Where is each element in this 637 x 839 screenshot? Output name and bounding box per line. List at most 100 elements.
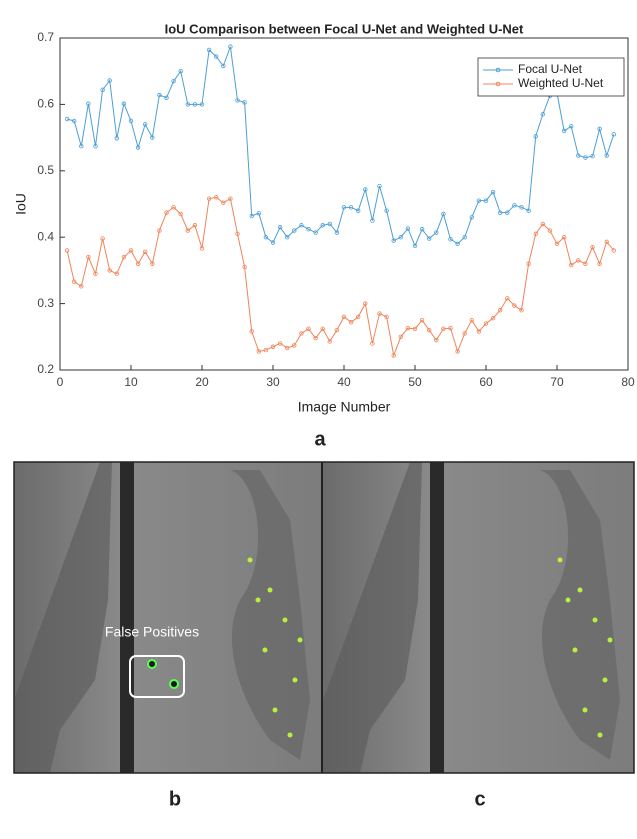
data-point <box>427 327 432 333</box>
data-point <box>462 331 467 336</box>
data-point <box>419 227 425 232</box>
y-tick-label: 0.6 <box>37 97 54 111</box>
data-point <box>135 145 141 150</box>
legend-label: Weighted U-Net <box>518 76 604 90</box>
data-point <box>221 63 226 69</box>
data-point <box>455 241 460 247</box>
legend-label: Focal U-Net <box>518 62 583 76</box>
data-point <box>427 236 432 241</box>
data-point <box>86 254 91 260</box>
data-point <box>206 196 212 201</box>
data-point <box>285 345 290 351</box>
y-tick-label: 0.4 <box>37 229 54 243</box>
data-point <box>121 101 127 106</box>
data-point <box>256 211 261 216</box>
data-point <box>249 213 254 219</box>
data-point <box>313 335 318 341</box>
data-point <box>483 321 489 326</box>
data-point <box>299 331 304 336</box>
data-point <box>611 248 616 253</box>
data-point <box>135 261 141 266</box>
data-point <box>171 205 176 210</box>
chart-title: IoU Comparison between Focal U-Net and W… <box>165 21 524 36</box>
legend-box <box>477 57 625 97</box>
data-point <box>519 205 524 210</box>
data-point <box>498 210 503 215</box>
data-point <box>185 102 190 107</box>
data-point <box>270 344 276 349</box>
x-tick-label: 70 <box>550 375 564 389</box>
data-point <box>334 327 340 333</box>
data-point <box>235 98 240 103</box>
data-point <box>185 228 190 233</box>
data-point <box>150 135 155 140</box>
data-point <box>540 112 545 117</box>
data-point <box>576 153 581 158</box>
data-point <box>242 100 247 105</box>
data-point <box>235 231 240 237</box>
data-point <box>256 349 261 354</box>
data-point <box>597 126 602 132</box>
data-point <box>604 153 609 158</box>
image-b: False Positives <box>14 462 322 773</box>
panel-label: c <box>474 788 485 810</box>
data-point <box>292 343 297 348</box>
data-point <box>128 118 134 124</box>
data-point <box>583 155 588 160</box>
data-point <box>277 341 283 346</box>
data-point <box>93 144 98 149</box>
data-point <box>398 234 403 240</box>
data-point <box>405 325 411 331</box>
data-point <box>377 311 382 316</box>
data-point <box>299 223 304 228</box>
data-point <box>462 234 467 240</box>
data-point <box>441 211 446 217</box>
image-frame <box>13 461 635 774</box>
data-point <box>242 264 247 270</box>
data-point <box>476 329 482 334</box>
data-point <box>526 261 531 266</box>
y-tick-label: 0.7 <box>37 30 54 44</box>
data-point <box>171 78 176 84</box>
data-point <box>384 314 389 320</box>
x-tick-label: 40 <box>337 375 351 389</box>
data-point <box>199 246 205 251</box>
data-point <box>547 228 553 233</box>
data-point <box>142 122 148 127</box>
data-point <box>107 78 112 83</box>
data-point <box>150 261 155 266</box>
data-point <box>370 341 375 346</box>
data-point <box>320 326 325 332</box>
data-point <box>228 44 233 49</box>
data-point <box>327 221 332 227</box>
data-point <box>320 223 325 228</box>
data-point <box>192 223 198 228</box>
x-tick-label: 30 <box>266 375 280 389</box>
data-point <box>277 225 283 230</box>
data-point <box>419 318 425 323</box>
data-point <box>569 124 574 129</box>
x-tick-label: 0 <box>57 375 64 389</box>
data-point <box>178 211 183 217</box>
panel-label: b <box>169 788 181 810</box>
data-point <box>554 241 560 247</box>
data-point <box>71 118 77 124</box>
data-point <box>64 248 70 253</box>
data-point <box>370 218 375 223</box>
legend-marker <box>495 67 501 73</box>
data-point <box>306 326 311 332</box>
data-point <box>249 329 254 334</box>
data-point <box>611 132 616 137</box>
data-point <box>540 221 545 227</box>
data-point <box>341 205 347 210</box>
y-tick-label: 0.3 <box>37 296 54 310</box>
data-point <box>121 254 127 260</box>
data-point <box>107 268 112 273</box>
data-point <box>164 95 169 100</box>
data-point <box>178 68 183 74</box>
data-point <box>391 353 396 358</box>
data-point <box>441 326 446 332</box>
data-point <box>533 231 538 237</box>
data-point <box>285 234 290 240</box>
